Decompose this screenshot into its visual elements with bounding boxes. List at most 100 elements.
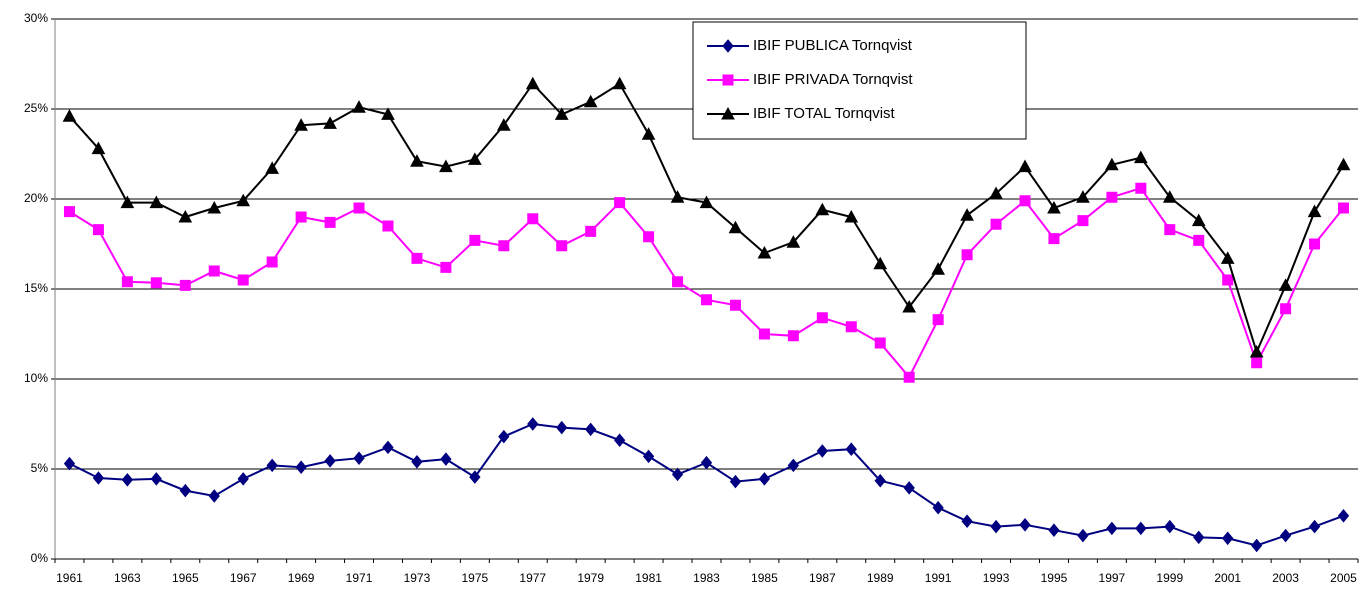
marker: [496, 118, 511, 131]
x-tick-label: 2001: [1214, 571, 1241, 585]
marker: [989, 186, 1003, 200]
x-tick-label: 1961: [56, 571, 83, 585]
marker: [816, 444, 828, 458]
marker: [469, 470, 481, 484]
marker: [614, 197, 626, 209]
marker: [903, 481, 915, 495]
x-tick-label: 1971: [346, 571, 373, 585]
marker: [758, 472, 771, 486]
marker: [1307, 204, 1322, 218]
marker: [381, 107, 395, 120]
marker: [787, 330, 799, 342]
marker: [1338, 202, 1350, 214]
marker: [149, 195, 164, 209]
marker: [757, 245, 772, 259]
y-tick-label: 20%: [24, 191, 48, 205]
marker: [583, 94, 598, 108]
marker: [671, 467, 684, 482]
marker: [1105, 157, 1119, 171]
x-tick-label: 1977: [519, 571, 546, 585]
x-tick-label: 1979: [577, 571, 604, 585]
marker: [207, 200, 222, 214]
marker: [1336, 157, 1351, 171]
x-tick-label: 1987: [809, 571, 836, 585]
marker: [1106, 521, 1118, 536]
marker: [1280, 303, 1292, 315]
marker: [1220, 251, 1235, 264]
marker: [585, 225, 597, 237]
marker: [1222, 531, 1234, 546]
x-tick-label: 1995: [1041, 571, 1068, 585]
marker: [903, 371, 915, 383]
marker: [527, 417, 539, 431]
x-tick-label: 1985: [751, 571, 778, 585]
marker: [1019, 195, 1031, 207]
marker: [874, 473, 886, 488]
marker: [1048, 233, 1060, 245]
marker: [92, 471, 105, 485]
marker: [874, 337, 886, 349]
marker: [932, 500, 944, 515]
marker: [1048, 523, 1060, 537]
marker: [787, 458, 800, 473]
marker: [121, 276, 133, 288]
marker: [440, 452, 452, 466]
x-tick-label: 1969: [288, 571, 315, 585]
marker: [932, 314, 944, 326]
marker: [931, 262, 945, 275]
x-tick-label: 2003: [1272, 571, 1299, 585]
marker: [612, 76, 627, 90]
marker: [758, 328, 770, 340]
marker: [150, 277, 162, 289]
marker: [323, 116, 337, 129]
marker: [786, 235, 801, 248]
marker: [729, 474, 742, 489]
marker: [699, 195, 714, 209]
x-tick-label: 1991: [925, 571, 952, 585]
marker: [873, 256, 888, 270]
marker: [1135, 521, 1147, 536]
marker: [266, 458, 278, 473]
marker: [1249, 344, 1264, 358]
marker: [1077, 528, 1089, 543]
x-tick-label: 1981: [635, 571, 662, 585]
legend-label: IBIF PUBLICA Tornqvist: [753, 37, 913, 54]
marker: [902, 299, 917, 313]
marker: [1135, 182, 1147, 194]
marker: [178, 209, 193, 223]
marker: [266, 256, 278, 268]
marker: [179, 279, 191, 291]
marker: [728, 220, 743, 234]
marker: [324, 216, 336, 228]
marker: [700, 455, 713, 470]
marker: [236, 193, 251, 207]
y-tick-label: 15%: [24, 281, 48, 295]
marker: [92, 224, 104, 236]
marker: [237, 472, 249, 486]
marker: [722, 39, 734, 53]
marker: [411, 252, 423, 264]
marker: [701, 294, 712, 306]
marker: [961, 249, 973, 261]
x-tick-label: 2005: [1330, 571, 1357, 585]
marker: [670, 190, 685, 203]
x-tick-label: 1989: [867, 571, 894, 585]
marker: [642, 449, 655, 464]
marker: [179, 483, 191, 498]
marker: [1337, 509, 1350, 523]
marker: [1193, 234, 1205, 246]
marker: [440, 261, 452, 273]
marker: [63, 206, 75, 218]
marker: [1162, 190, 1177, 203]
marker: [1077, 215, 1089, 227]
marker: [1106, 191, 1118, 203]
marker: [845, 321, 857, 333]
marker: [121, 473, 134, 487]
y-tick-label: 5%: [31, 461, 49, 475]
marker: [1019, 518, 1031, 532]
y-tick-label: 10%: [24, 371, 48, 385]
marker: [1076, 190, 1090, 203]
marker: [1164, 224, 1176, 236]
marker: [816, 312, 828, 324]
marker: [672, 276, 684, 288]
